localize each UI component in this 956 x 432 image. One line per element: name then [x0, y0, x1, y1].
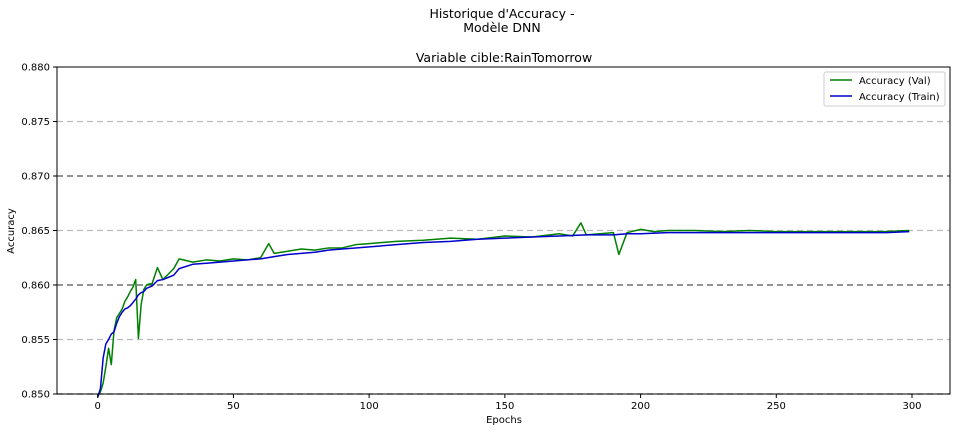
x-tick-label: 50 [227, 401, 240, 412]
x-tick-label: 300 [902, 401, 921, 412]
x-tick-label: 150 [495, 401, 514, 412]
legend-box [823, 71, 946, 107]
x-axis-label: Epochs [486, 415, 522, 426]
series-line-train [96, 230, 910, 398]
y-tick-label: 0.865 [21, 226, 50, 237]
suptitle-line2: Modèle DNN [463, 20, 541, 35]
chart-title: Variable cible:RainTomorrow [416, 50, 592, 65]
x-tick-label: 0 [95, 401, 101, 412]
y-axis-label: Accuracy [6, 208, 17, 254]
series-line-val [97, 222, 910, 397]
legend-label-val: Accuracy (Val) [859, 76, 931, 87]
legend: Accuracy (Val) Accuracy (Train) [823, 71, 946, 107]
y-tick-label: 0.855 [21, 335, 50, 346]
x-tick-label: 100 [360, 401, 379, 412]
legend-label-train: Accuracy (Train) [859, 92, 940, 103]
x-axis-ticks: 0 50 100 150 200 250 300 [95, 394, 922, 412]
suptitle-line1: Historique d'Accuracy - [430, 6, 575, 21]
series-layer [96, 222, 910, 398]
y-axis-ticks: 0.850 0.855 0.860 0.865 0.870 0.875 0.880 [21, 63, 57, 401]
y-tick-label: 0.850 [21, 390, 50, 401]
y-tick-label: 0.870 [21, 172, 50, 183]
x-tick-label: 200 [631, 401, 650, 412]
y-tick-label: 0.860 [21, 281, 50, 292]
x-tick-label: 250 [767, 401, 786, 412]
y-tick-label: 0.880 [21, 63, 50, 74]
y-tick-label: 0.875 [21, 117, 50, 128]
